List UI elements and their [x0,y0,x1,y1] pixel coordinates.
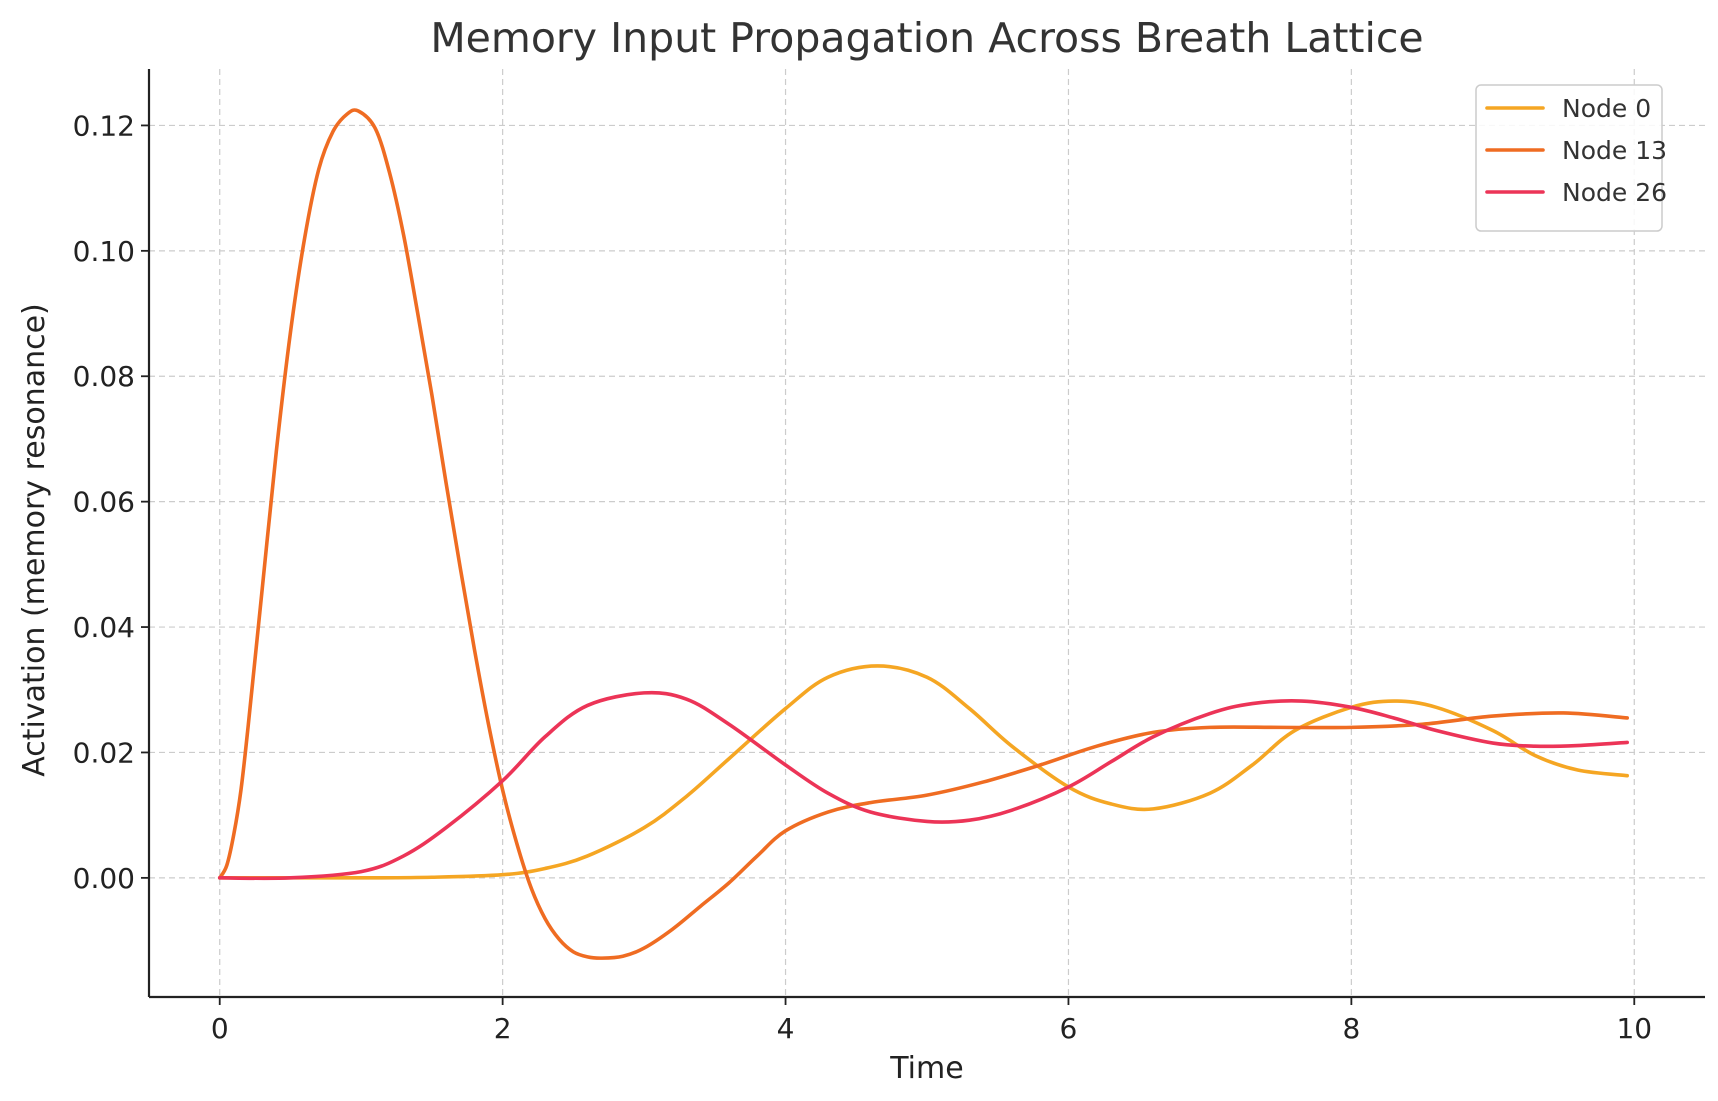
series-line-node-0 [217,664,1629,880]
legend-label-node-0: Node 0 [1562,94,1651,123]
grid [149,69,1705,997]
ticks: 0 2 4 6 8 10 0.00 0.02 0.04 0.06 0.08 0.10 0.12 [73,109,1652,1045]
axes [147,69,1705,999]
series-line-node-26 [217,690,1629,881]
x-tick-label-0: 0 [211,1012,229,1045]
y-tick-label-5: 0.10 [73,235,135,268]
y-tick-label-2: 0.04 [73,611,135,644]
legend-label-node-13: Node 13 [1562,136,1667,165]
series-line-node-13 [217,108,1629,960]
y-tick-label-6: 0.12 [73,109,135,142]
x-tick-label-3: 6 [1060,1012,1078,1045]
x-axis-label: Time [889,1051,963,1086]
chart-title: Memory Input Propagation Across Breath L… [430,14,1423,62]
y-axis-label: Activation (memory resonance) [17,303,52,777]
legend: Node 0 Node 13 Node 26 [1475,84,1667,232]
legend-label-node-26: Node 26 [1562,178,1667,207]
x-tick-label-1: 2 [494,1012,512,1045]
x-tick-label-5: 10 [1616,1012,1652,1045]
series-group [217,108,1629,960]
x-tick-label-2: 4 [777,1012,795,1045]
y-tick-label-3: 0.06 [73,486,135,519]
y-tick-label-1: 0.02 [73,736,135,769]
y-tick-label-4: 0.08 [73,360,135,393]
y-tick-label-0: 0.00 [73,862,135,895]
x-tick-label-4: 8 [1342,1012,1360,1045]
legend-box [1475,84,1663,232]
